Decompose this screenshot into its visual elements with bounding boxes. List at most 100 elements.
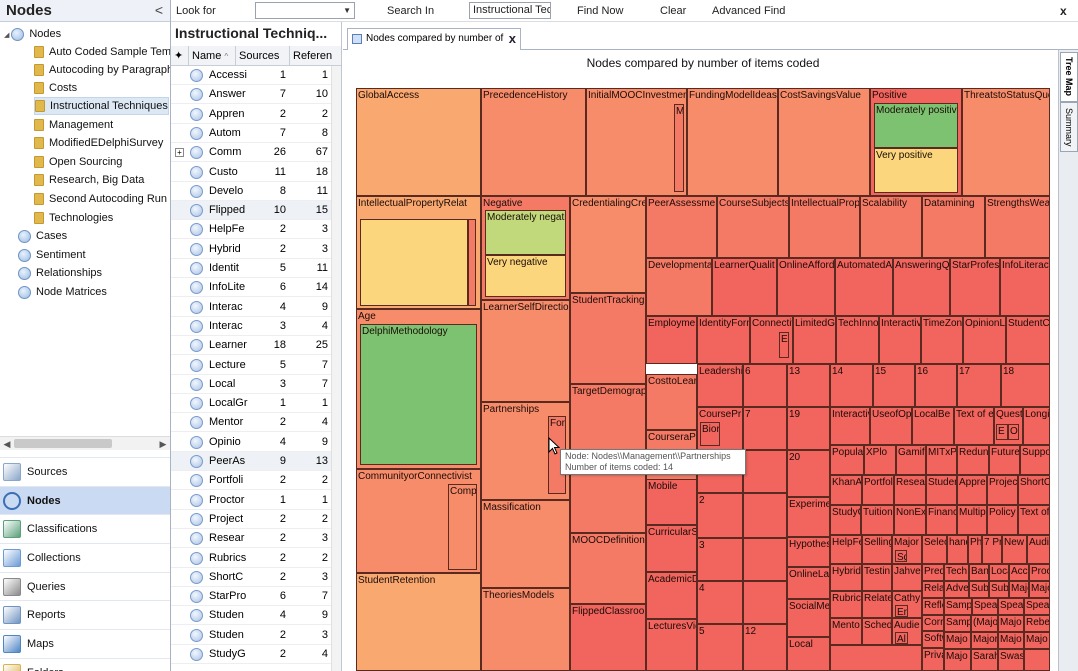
treemap-cell[interactable]: handl [947, 535, 968, 564]
treemap-cell[interactable]: XPlo [864, 445, 896, 475]
treemap-cell[interactable]: CosttoLearn [646, 374, 697, 430]
list-row[interactable]: Portfoli 2 2 [171, 471, 341, 491]
treemap-cell[interactable]: HelpFe [830, 535, 862, 564]
treemap-cell[interactable]: Local [787, 637, 830, 671]
treemap-cell[interactable]: Proc [1029, 564, 1050, 581]
treemap-cell[interactable]: Financ [926, 505, 957, 535]
treemap-cell[interactable]: Selec [922, 535, 947, 564]
treemap-cell[interactable]: Bior [700, 422, 720, 446]
treemap-cell[interactable]: 15 [873, 364, 915, 407]
treemap-cell[interactable]: LecturesVid [646, 619, 697, 671]
list-row[interactable]: Autom 7 8 [171, 124, 341, 143]
treemap-cell[interactable] [743, 538, 787, 581]
treemap-cell[interactable]: Mento [830, 618, 862, 645]
treemap-cell[interactable]: AnsweringQ [893, 258, 950, 316]
treemap-cell[interactable]: SocialMe [787, 599, 830, 637]
treemap-cell[interactable]: CredentialingCre [570, 196, 646, 293]
treemap-cell[interactable]: UseofOp [870, 407, 912, 445]
treemap-cell[interactable] [830, 645, 922, 671]
treemap-cell[interactable]: Moderately positive [874, 103, 958, 148]
treemap-cell[interactable]: 12 [743, 624, 787, 671]
nav-button-nodes[interactable]: Nodes [0, 486, 170, 514]
list-row[interactable]: Mentor 2 4 [171, 413, 341, 433]
tree-node[interactable]: ◢ Nodes [4, 25, 61, 43]
treemap-cell[interactable]: Studer [926, 475, 957, 505]
treemap-cell[interactable]: Developmenta [646, 258, 712, 316]
treemap-cell[interactable]: O [1008, 424, 1019, 440]
nav-button-reports[interactable]: Reports [0, 600, 170, 628]
list-row[interactable]: StarPro 6 7 [171, 587, 341, 607]
tree-node[interactable]: Sentiment [18, 246, 86, 264]
treemap-cell[interactable]: OnlineAfford [777, 258, 835, 316]
list-row[interactable]: LocalGr 1 1 [171, 394, 341, 414]
collapse-nav-button[interactable]: < [154, 2, 164, 18]
treemap-cell[interactable]: Mobile [646, 479, 697, 525]
tree-node[interactable]: Cases [18, 227, 67, 245]
list-row[interactable]: Learner 18 25 [171, 336, 341, 356]
treemap-cell[interactable]: Experime [787, 497, 830, 537]
treemap-cell[interactable]: AutomatedA [835, 258, 893, 316]
treemap-cell[interactable]: Portfol [862, 475, 894, 505]
treemap-cell[interactable]: Acce [1009, 564, 1029, 581]
treemap-cell[interactable]: KhanA [830, 475, 862, 505]
tree-node[interactable]: Costs [34, 79, 77, 97]
treemap-cell[interactable]: Longi [1023, 407, 1050, 445]
treemap-cell[interactable]: Major [971, 632, 998, 649]
tree-node[interactable]: ModifiedEDelphiSurvey [34, 134, 163, 152]
treemap-cell[interactable]: Majo [944, 632, 971, 649]
list-row[interactable]: Identit 5 11 [171, 259, 341, 278]
treemap-cell[interactable]: Corre [922, 615, 944, 631]
treemap-cell[interactable]: LimitedG [793, 316, 836, 364]
treemap-cell[interactable]: TheoriesModels [481, 588, 570, 671]
treemap-cell[interactable]: Suppo [1020, 445, 1050, 475]
treemap-cell[interactable]: OpinionL [963, 316, 1006, 364]
treemap-cell[interactable]: Datamining [922, 196, 985, 258]
treemap-cell[interactable]: Hybrid [830, 564, 862, 591]
treemap-cell[interactable]: 5 [697, 624, 743, 671]
treemap-cell[interactable]: Relat [922, 581, 944, 598]
treemap-cell[interactable]: InfoLiteracy [1000, 258, 1050, 316]
treemap-cell[interactable]: CostSavingsValue [778, 88, 870, 196]
treemap-cell[interactable]: 18 [1001, 364, 1050, 407]
treemap-cell[interactable]: 14 [830, 364, 873, 407]
treemap-cell[interactable]: Employme [646, 316, 697, 364]
list-row[interactable]: HelpFe 2 3 [171, 220, 341, 240]
treemap-cell[interactable]: OnlineLa [787, 567, 830, 599]
treemap-cell[interactable]: ThreatstoStatusQuo [962, 88, 1050, 196]
treemap-cell[interactable]: Gamif [896, 445, 926, 475]
treemap-cell[interactable]: Swas [998, 649, 1024, 671]
search-in-field[interactable]: Instructional Tec [469, 2, 551, 19]
treemap-cell[interactable]: PeerAssessme [646, 196, 717, 258]
treemap-cell[interactable] [743, 450, 787, 493]
treemap-cell[interactable]: TechInnov [836, 316, 879, 364]
treemap-cell[interactable]: StudyG [830, 505, 861, 535]
treemap-cell[interactable]: Policy [987, 505, 1018, 535]
nav-button-maps[interactable]: Maps [0, 629, 170, 657]
treemap-cell[interactable]: 20 [787, 450, 830, 497]
scroll-right-icon[interactable]: ▶ [159, 439, 167, 449]
treemap-cell[interactable]: StudentTracking [570, 293, 646, 384]
treemap-cell[interactable]: Moderately negati [485, 210, 566, 255]
clear-button[interactable]: Clear [660, 5, 687, 17]
treemap-cell[interactable]: Redun [957, 445, 989, 475]
treemap-cell[interactable]: E [779, 332, 789, 358]
treemap-cell[interactable]: 2 [697, 493, 743, 538]
treemap-cell[interactable]: 7 [743, 407, 787, 450]
treemap-cell[interactable]: Priva [922, 648, 944, 671]
treemap-cell[interactable]: Interactive [879, 316, 921, 364]
treemap-cell[interactable]: 16 [915, 364, 957, 407]
treemap-cell[interactable]: MITxP [926, 445, 957, 475]
treemap-cell[interactable]: GlobalAccess [356, 88, 481, 196]
list-row[interactable]: Lecture 5 7 [171, 356, 341, 375]
column-references[interactable]: Referen [293, 50, 333, 62]
treemap-cell[interactable]: Text of e [954, 407, 994, 445]
treemap-cell[interactable] [468, 219, 476, 306]
treemap-cell[interactable]: IntellectualProp [789, 196, 860, 258]
treemap-cell[interactable]: Comp [448, 484, 477, 570]
treemap-cell[interactable]: AcademicD [646, 572, 697, 619]
treemap-cell[interactable]: FundingModelIdeas [687, 88, 778, 196]
treemap-cell[interactable]: Selling [862, 535, 892, 564]
treemap-cell[interactable]: Al [895, 632, 908, 644]
treemap-cell[interactable]: Jahve [892, 564, 922, 591]
expand-icon[interactable]: ◢ [4, 32, 12, 39]
